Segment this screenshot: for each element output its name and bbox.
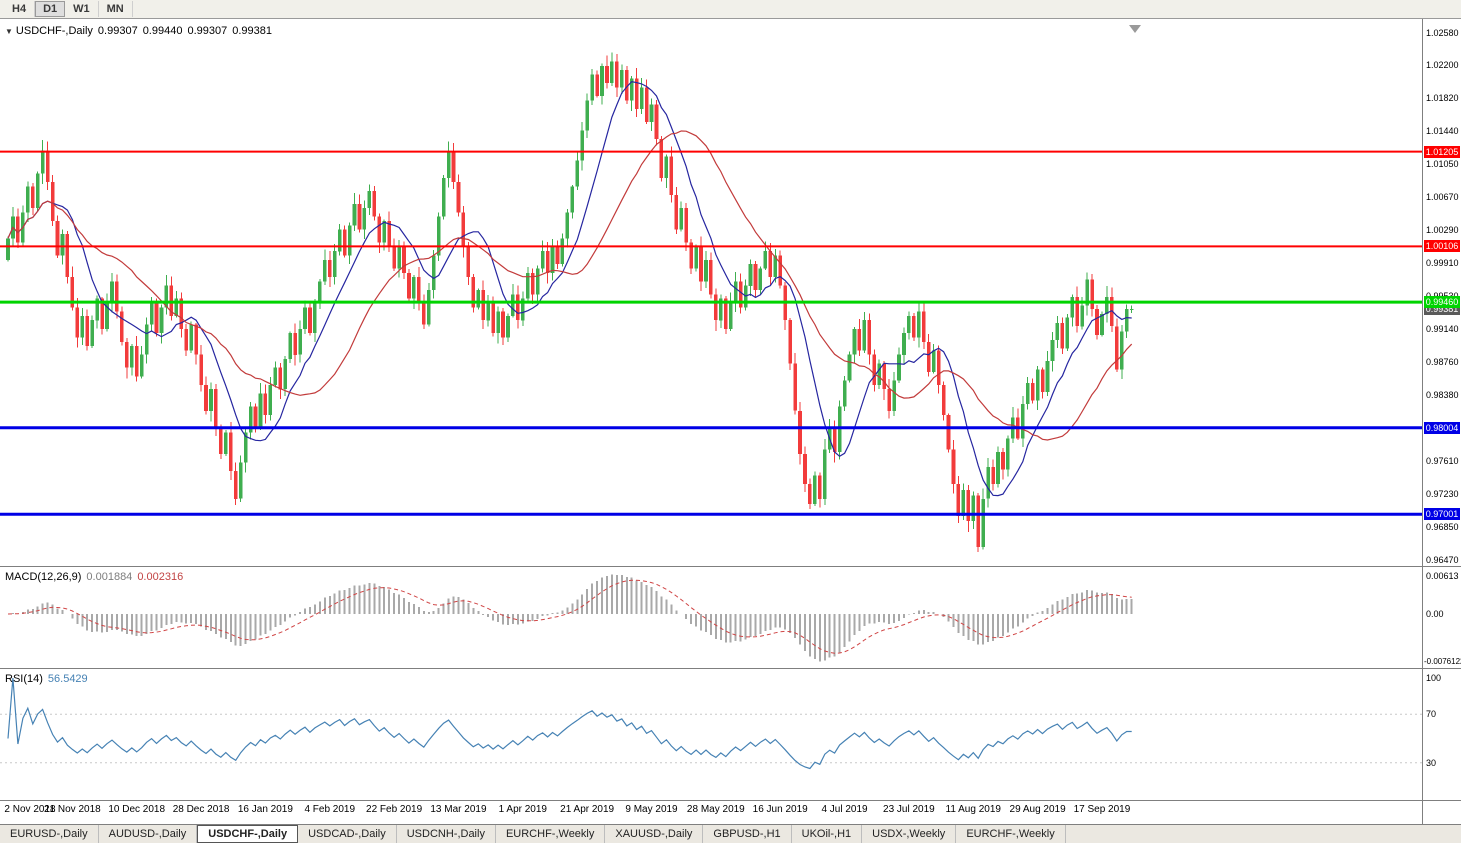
moving-average-lines: [7, 81, 1133, 497]
panel-splitter[interactable]: [0, 800, 1461, 801]
chart-tab-usdcnh-daily[interactable]: USDCNH-,Daily: [397, 825, 496, 843]
chart-shift-marker[interactable]: [1129, 25, 1141, 33]
date-label: 13 Mar 2019: [430, 804, 487, 815]
rsi-panel[interactable]: [0, 670, 1422, 800]
horizontal-level-lines[interactable]: [0, 150, 1422, 516]
panel-splitter[interactable]: [0, 566, 1461, 567]
price-tick: 0.98760: [1426, 357, 1459, 367]
price-tick: 1.00290: [1426, 225, 1459, 235]
date-label: 28 May 2019: [686, 804, 745, 815]
price-tick: 0.97230: [1426, 489, 1459, 499]
price-level-badge: 1.00106: [1424, 240, 1460, 252]
chart-tab-ukoil-h1[interactable]: UKOil-,H1: [792, 825, 863, 843]
ohlc-close-value: 0.99381: [232, 25, 272, 37]
date-label: 21 Apr 2019: [560, 804, 615, 815]
chart-tab-eurusd-daily[interactable]: EURUSD-,Daily: [0, 825, 99, 843]
price-tick: 1.01440: [1426, 126, 1459, 136]
rsi-scale-label: 100: [1426, 673, 1442, 683]
rsi-value: 56.5429: [47, 673, 88, 685]
timeframe-toolbar: H4 D1 W1 MN: [0, 0, 1461, 19]
chart-tab-eurchf-weekly[interactable]: EURCHF-,Weekly: [496, 825, 606, 843]
date-label: 10 Dec 2018: [108, 804, 166, 815]
date-label: 4 Jul 2019: [821, 804, 868, 815]
price-level-badge: 0.97001: [1424, 508, 1460, 520]
timeframe-button-w1[interactable]: W1: [65, 1, 99, 17]
price-tick: 0.97610: [1426, 456, 1459, 466]
macd-signal-line: [7, 579, 1132, 654]
price-tick: 0.96470: [1426, 555, 1459, 565]
ohlc-high-value: 0.99440: [142, 25, 183, 37]
chart-tab-eurchf-weekly[interactable]: EURCHF-,Weekly: [956, 825, 1066, 843]
date-label: 28 Dec 2018: [172, 804, 230, 815]
panel-splitter[interactable]: [0, 668, 1461, 669]
symbol-period-label: USDCHF-,Daily: [15, 25, 93, 37]
price-tick: 1.00670: [1426, 192, 1459, 202]
price-tick: 1.02200: [1426, 60, 1459, 70]
collapse-triangle-icon[interactable]: ▼: [5, 27, 13, 36]
ohlc-low-value: 0.99307: [187, 25, 228, 37]
rsi-scale-label: 30: [1426, 758, 1437, 768]
macd-indicator-label: MACD(12,26,9) 0.001884 0.002316: [5, 571, 183, 583]
chart-tab-audusd-daily[interactable]: AUDUSD-,Daily: [99, 825, 198, 843]
chart-tab-usdchf-daily[interactable]: USDCHF-,Daily: [197, 825, 299, 843]
rsi-indicator-label: RSI(14) 56.5429: [5, 673, 88, 685]
date-label: 16 Jun 2019: [752, 804, 808, 815]
date-label: 21 Nov 2018: [43, 804, 101, 815]
price-tick: 0.96850: [1426, 522, 1459, 532]
rsi-line: [7, 677, 1132, 770]
macd-scale-max: 0.00613: [1426, 571, 1459, 581]
date-label: 16 Jan 2019: [237, 804, 293, 815]
chart-tab-xauusd-daily[interactable]: XAUUSD-,Daily: [605, 825, 704, 843]
price-level-badge: 0.99460: [1424, 296, 1460, 308]
time-axis[interactable]: 2 Nov 2018 21 Nov 2018 10 Dec 2018 28 Dec 2…: [0, 801, 1422, 824]
main-chart-panel[interactable]: [0, 19, 1422, 566]
ohlc-open-value: 0.99307: [97, 25, 138, 37]
timeframe-button-h4[interactable]: H4: [4, 1, 36, 17]
chart-tab-usdcad-daily[interactable]: USDCAD-,Daily: [298, 825, 397, 843]
chart-tab-usdx-weekly[interactable]: USDX-,Weekly: [862, 825, 957, 843]
price-tick: 1.01820: [1426, 93, 1459, 103]
date-label: 4 Feb 2019: [304, 804, 356, 815]
macd-scale-zero: 0.00: [1426, 609, 1444, 619]
price-tick: 1.02580: [1426, 28, 1459, 38]
price-level-badge: 0.98004: [1424, 422, 1460, 434]
date-label: 29 Aug 2019: [1009, 804, 1066, 815]
date-label: 9 May 2019: [625, 804, 678, 815]
chart-tab-bar: EURUSD-,Daily AUDUSD-,Daily USDCHF-,Daily U…: [0, 824, 1461, 843]
timeframe-button-mn[interactable]: MN: [99, 1, 133, 17]
price-tick: 0.99910: [1426, 258, 1459, 268]
macd-histogram: [11, 574, 1133, 662]
rsi-level-lines: [0, 713, 1422, 764]
price-tick: 0.99140: [1426, 324, 1459, 334]
date-label: 2 Nov 2018: [4, 804, 56, 815]
timeframe-button-d1[interactable]: D1: [35, 1, 66, 17]
macd-name: MACD(12,26,9): [5, 571, 82, 583]
price-scale[interactable]: 1.02580 1.02200 1.01820 1.01440 1.01050 1.006…: [1422, 19, 1461, 824]
price-level-badge: 1.01205: [1424, 146, 1460, 158]
rsi-scale-label: 70: [1426, 709, 1437, 719]
date-label: 11 Aug 2019: [945, 804, 1001, 815]
price-tick: 1.01050: [1426, 159, 1459, 169]
chart-tab-gbpusd-h1[interactable]: GBPUSD-,H1: [703, 825, 792, 843]
chart-title: ▼ USDCHF-,Daily 0.99307 0.99440 0.99307 0.993…: [5, 25, 272, 37]
macd-scale-min: -0.0076122: [1424, 657, 1461, 666]
date-label: 22 Feb 2019: [366, 804, 423, 815]
price-tick: 0.98380: [1426, 390, 1459, 400]
macd-panel[interactable]: [0, 568, 1422, 668]
rsi-name: RSI(14): [5, 673, 43, 685]
date-label: 1 Apr 2019: [498, 804, 547, 815]
date-label: 17 Sep 2019: [1073, 804, 1131, 815]
date-label: 23 Jul 2019: [883, 804, 935, 815]
macd-main-value: 0.001884: [86, 571, 133, 583]
macd-signal-value: 0.002316: [137, 571, 184, 583]
